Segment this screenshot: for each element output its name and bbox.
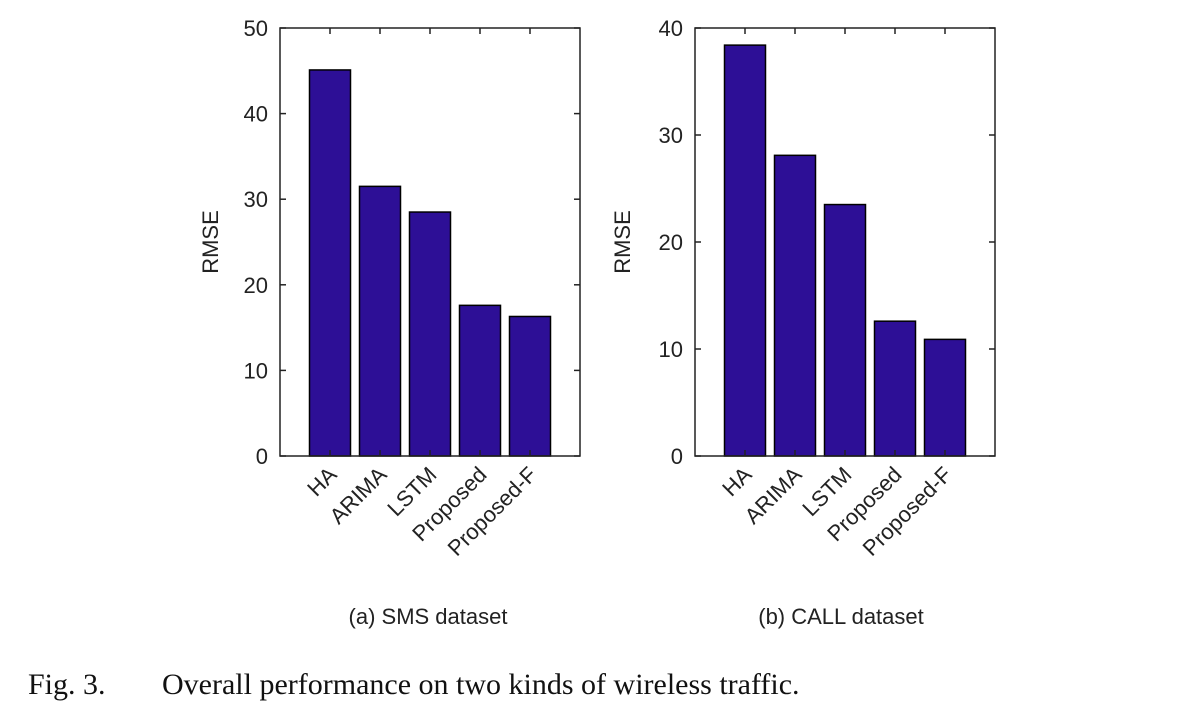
x-tick-label: ARIMA: [325, 462, 392, 529]
bar-proposed-f: [923, 338, 967, 457]
y-tick-label: 40: [244, 102, 268, 127]
bar-proposed: [873, 320, 917, 457]
x-tick-label: HA: [717, 462, 757, 502]
bar-proposed-f: [508, 315, 552, 457]
subcaption-call: (b) CALL dataset: [758, 604, 924, 629]
panel-sms: 01020304050HAARIMALSTMProposedProposed-F…: [198, 16, 581, 561]
y-tick-label: 30: [659, 123, 683, 148]
bar-ha: [308, 69, 352, 457]
y-tick-label: 0: [256, 444, 268, 469]
y-tick-label: 20: [659, 230, 683, 255]
y-tick-label: 30: [244, 187, 268, 212]
y-tick-label: 0: [671, 444, 683, 469]
panel-call: 010203040HAARIMALSTMProposedProposed-FRM…: [610, 16, 996, 561]
bar-lstm: [823, 203, 867, 457]
y-tick-label: 50: [244, 16, 268, 41]
bar-lstm: [408, 211, 452, 457]
bar-arima: [773, 154, 817, 457]
y-tick-label: 10: [659, 337, 683, 362]
y-tick-label: 10: [244, 358, 268, 383]
subcaption-sms: (a) SMS dataset: [349, 604, 508, 629]
y-tick-label: 40: [659, 16, 683, 41]
figure-caption-text: Overall performance on two kinds of wire…: [162, 668, 800, 701]
bar-arima: [358, 185, 402, 457]
x-tick-label: HA: [302, 462, 342, 502]
bar-proposed: [458, 304, 502, 457]
bar-ha: [723, 44, 767, 457]
y-axis-label: RMSE: [198, 210, 223, 274]
y-tick-label: 20: [244, 273, 268, 298]
figure-caption-label: Fig. 3.: [28, 668, 106, 701]
x-tick-label: ARIMA: [740, 462, 807, 529]
y-axis-label: RMSE: [610, 210, 635, 274]
